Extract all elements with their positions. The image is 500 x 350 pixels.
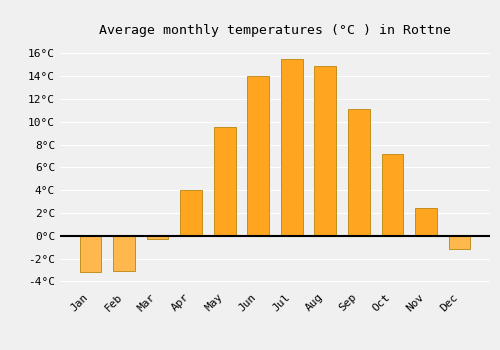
Bar — [314, 66, 336, 236]
Title: Average monthly temperatures (°C ) in Rottne: Average monthly temperatures (°C ) in Ro… — [99, 24, 451, 37]
Bar — [80, 236, 102, 272]
Bar — [281, 59, 302, 236]
Bar — [113, 236, 135, 271]
Bar — [382, 154, 404, 236]
Bar — [348, 109, 370, 236]
Bar — [415, 208, 437, 236]
Bar — [146, 236, 169, 239]
Bar — [214, 127, 236, 236]
Bar — [448, 236, 470, 250]
Bar — [180, 190, 202, 236]
Bar — [248, 76, 269, 236]
